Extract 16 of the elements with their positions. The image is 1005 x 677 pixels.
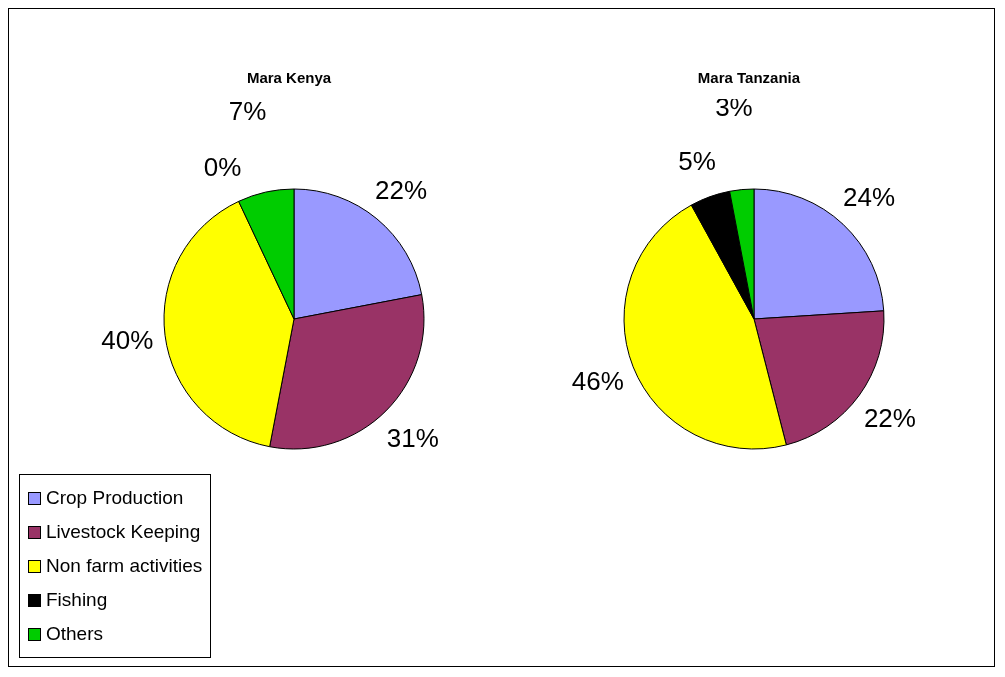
text: 0% — [203, 151, 242, 182]
data-label: 24% — [842, 181, 896, 212]
data-label: 31% — [386, 422, 439, 453]
legend-label: Others — [46, 623, 104, 645]
data-label: 46% — [571, 365, 624, 396]
legend-label: Crop Production — [46, 487, 184, 509]
data-label: 7% — [228, 96, 267, 127]
legend-label: Livestock Keeping — [46, 521, 201, 543]
data-label: 22% — [375, 174, 428, 205]
legend-label: Non farm activities — [46, 555, 203, 577]
chart-title: Mara Tanzania — [697, 69, 801, 86]
data-label: 22% — [863, 402, 916, 433]
legend-label: Fishing — [46, 589, 108, 611]
data-label: 5% — [678, 145, 716, 176]
data-label: 40% — [101, 325, 154, 356]
chart-title: Mara Kenya — [246, 69, 332, 86]
